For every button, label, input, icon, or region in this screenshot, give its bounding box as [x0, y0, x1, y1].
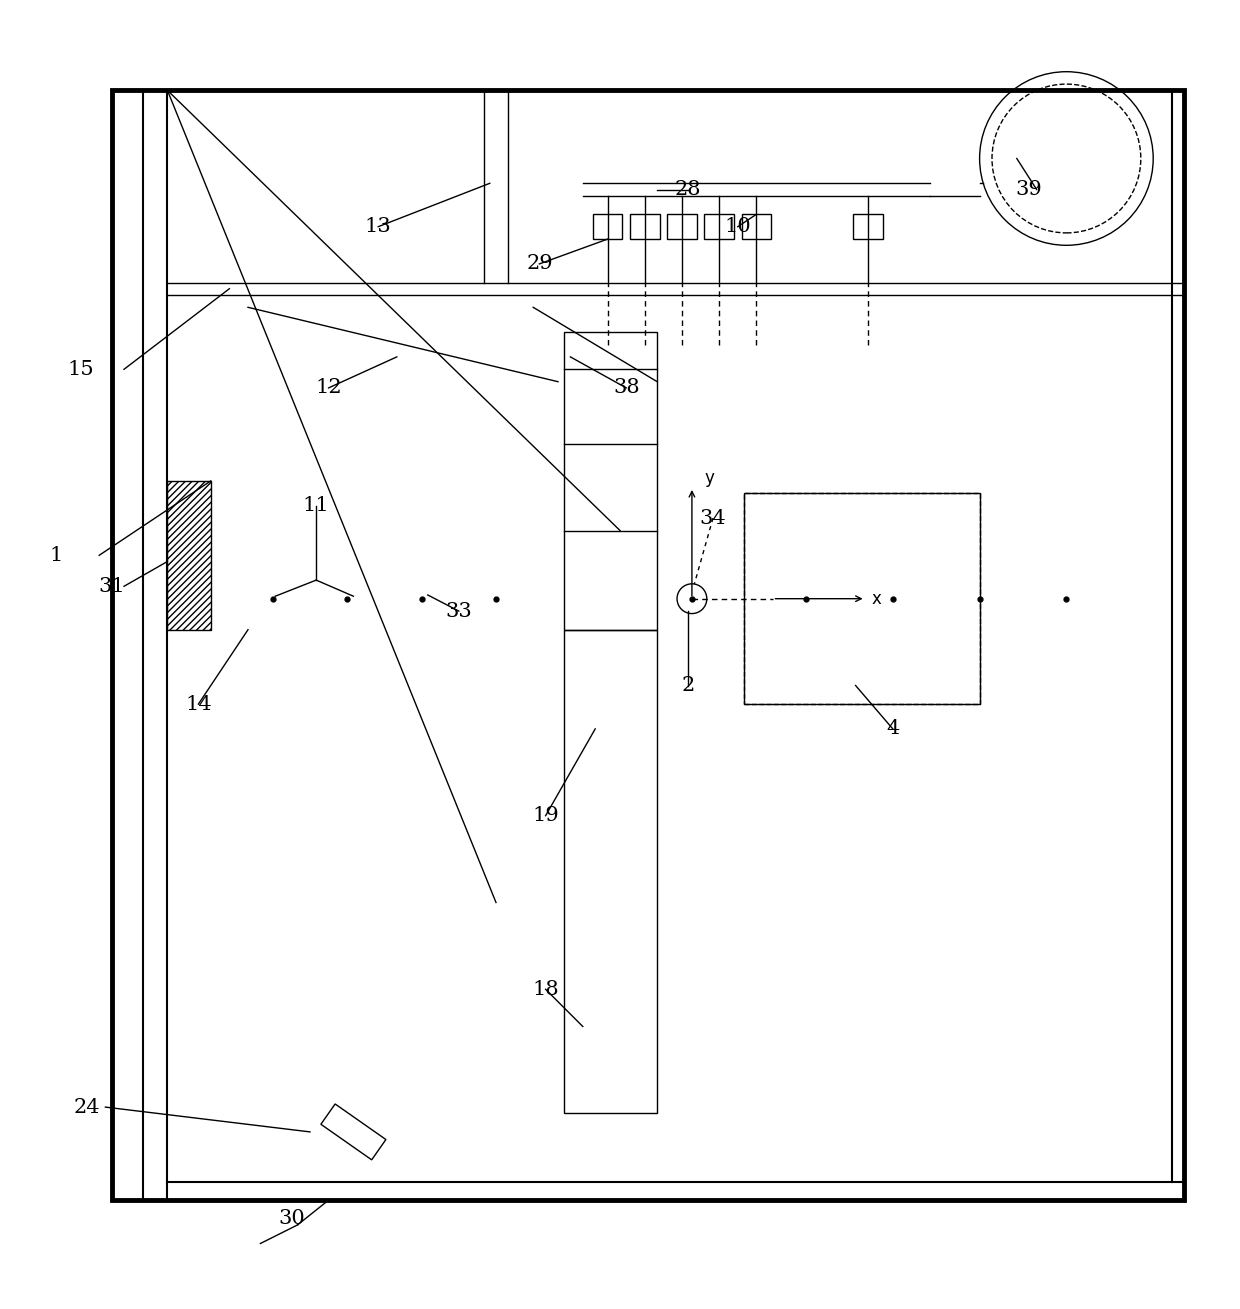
Text: 30: 30 [278, 1210, 305, 1228]
Text: 10: 10 [724, 217, 751, 236]
Text: 33: 33 [445, 602, 472, 620]
Text: 29: 29 [526, 254, 553, 274]
Text: 12: 12 [315, 378, 342, 398]
Bar [321, 1103, 386, 1160]
Bar [853, 215, 883, 240]
Bar [564, 630, 657, 1113]
Bar [593, 215, 622, 240]
Bar [167, 480, 211, 630]
Text: 18: 18 [532, 980, 559, 999]
Text: y: y [704, 469, 714, 487]
Bar [704, 215, 734, 240]
Text: 15: 15 [67, 360, 94, 378]
Text: 38: 38 [613, 378, 640, 398]
Text: 14: 14 [185, 695, 212, 713]
Text: 39: 39 [1016, 181, 1043, 199]
Bar [630, 215, 660, 240]
Text: 4: 4 [887, 720, 899, 738]
Text: 28: 28 [675, 181, 702, 199]
Bar [564, 332, 657, 630]
Text: 11: 11 [303, 496, 330, 516]
Text: x: x [872, 589, 882, 607]
Text: 31: 31 [98, 577, 125, 596]
Bar [742, 215, 771, 240]
Text: 19: 19 [532, 806, 559, 825]
Text: 1: 1 [50, 546, 62, 564]
Bar [667, 215, 697, 240]
Bar [744, 493, 980, 704]
Bar [112, 90, 1184, 1200]
Text: 34: 34 [699, 509, 727, 528]
Text: 24: 24 [73, 1098, 100, 1117]
Text: 13: 13 [365, 217, 392, 236]
Text: 2: 2 [682, 675, 694, 695]
Bar [744, 493, 980, 704]
